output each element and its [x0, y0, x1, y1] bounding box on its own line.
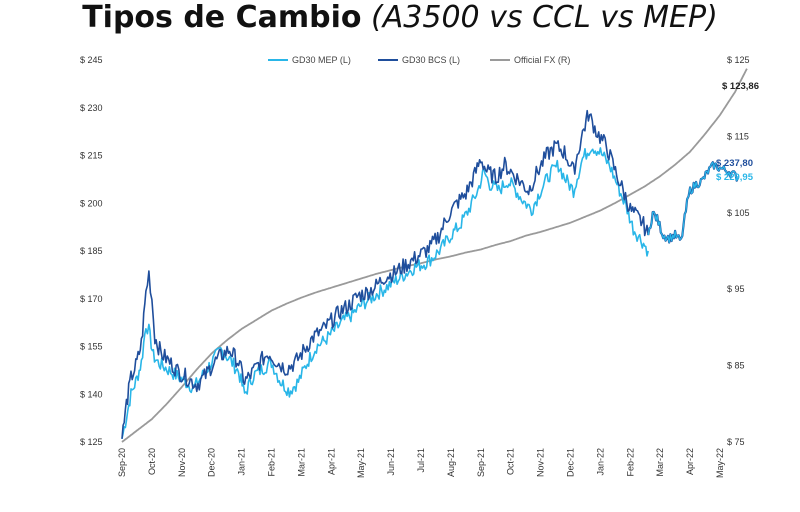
- chart-title-main: Tipos de Cambio: [82, 0, 362, 35]
- series-line-gd30-mep-l-: [121, 147, 649, 439]
- annotation-mep-last: $ 229,95: [716, 172, 754, 183]
- y-right-tick-75: $ 75: [727, 437, 745, 447]
- x-tick-Mar-21: Mar-21: [296, 448, 306, 477]
- y-left-tick-200: $ 200: [80, 198, 103, 208]
- x-tick-Nov-20: Nov-20: [177, 448, 187, 477]
- x-tick-May-21: May-21: [356, 448, 366, 478]
- x-tick-May-22: May-22: [715, 448, 725, 478]
- x-tick-Sep-20: Sep-20: [117, 448, 127, 477]
- x-tick-Nov-21: Nov-21: [536, 448, 546, 477]
- x-tick-Dec-21: Dec-21: [566, 448, 576, 477]
- y-left-tick-185: $ 185: [80, 246, 103, 256]
- x-tick-Jan-21: Jan-21: [237, 448, 247, 476]
- y-right-tick-95: $ 95: [727, 284, 745, 294]
- y-left-tick-140: $ 140: [80, 389, 103, 399]
- annotation-official-last: $ 123,86: [722, 81, 759, 92]
- y-right-tick-105: $ 105: [727, 208, 750, 218]
- x-tick-Feb-22: Feb-22: [625, 448, 635, 477]
- x-tick-Jan-22: Jan-22: [595, 448, 605, 476]
- legend-label-0: GD30 MEP (L): [292, 55, 351, 65]
- legend-label-1: GD30 BCS (L): [402, 55, 460, 65]
- x-tick-Jun-21: Jun-21: [386, 448, 396, 476]
- x-tick-Sep-21: Sep-21: [476, 448, 486, 477]
- chart-title: Tipos de Cambio (A3500 vs CCL vs MEP): [0, 0, 800, 40]
- x-tick-Oct-20: Oct-20: [147, 448, 157, 475]
- chart-subtitle: (A3500 vs CCL vs MEP): [371, 0, 718, 35]
- y-left-tick-125: $ 125: [80, 437, 103, 447]
- series-line-gd30-bcs-l-: [121, 109, 649, 439]
- y-right-tick-85: $ 85: [727, 361, 745, 371]
- x-tick-Dec-20: Dec-20: [207, 448, 217, 477]
- y-left-tick-155: $ 155: [80, 342, 103, 352]
- y-left-tick-245: $ 245: [80, 55, 103, 65]
- y-right-tick-115: $ 115: [727, 131, 749, 141]
- x-tick-Aug-21: Aug-21: [446, 448, 456, 477]
- x-tick-Jul-21: Jul-21: [416, 448, 426, 473]
- y-left-tick-215: $ 215: [80, 151, 103, 161]
- y-left-tick-230: $ 230: [80, 103, 103, 113]
- legend-label-2: Official FX (R): [514, 55, 570, 65]
- y-left-tick-170: $ 170: [80, 294, 103, 304]
- x-tick-Apr-21: Apr-21: [326, 448, 336, 475]
- x-tick-Apr-22: Apr-22: [685, 448, 695, 475]
- series-line-gd30-combined-mep: [647, 161, 739, 244]
- series-line-official-fx-r-: [121, 68, 748, 443]
- x-tick-Oct-21: Oct-21: [506, 448, 516, 475]
- x-tick-Mar-22: Mar-22: [655, 448, 665, 477]
- y-right-tick-125: $ 125: [727, 55, 750, 65]
- annotation-bcs-last: $ 237,80: [716, 158, 753, 169]
- x-tick-Feb-21: Feb-21: [267, 448, 277, 477]
